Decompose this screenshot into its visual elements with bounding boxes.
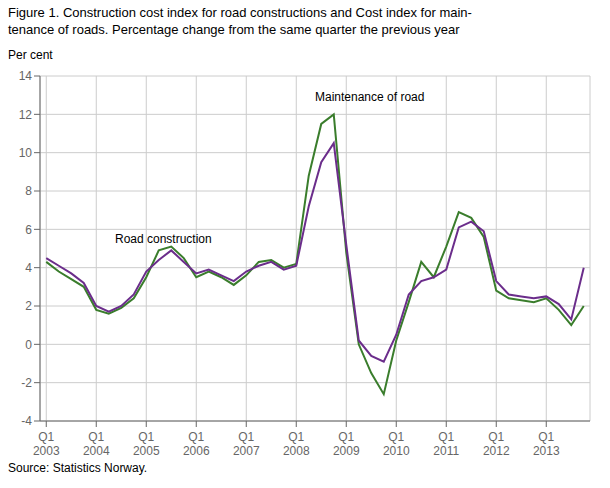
svg-text:Q12004: Q12004 [83,430,110,458]
svg-text:4: 4 [25,261,32,275]
svg-text:Maintenance of road: Maintenance of road [315,90,424,104]
svg-text:0: 0 [25,338,32,352]
svg-text:12: 12 [19,108,33,122]
svg-text:Q12013: Q12013 [533,430,560,458]
svg-text:14: 14 [19,69,33,83]
svg-text:Q12008: Q12008 [283,430,310,458]
svg-text:-4: -4 [21,414,32,428]
svg-text:-2: -2 [21,376,32,390]
svg-text:Q12012: Q12012 [483,430,510,458]
svg-text:2: 2 [25,299,32,313]
svg-text:10: 10 [19,146,33,160]
html-text:Source: Statistics Norway.: Source: Statistics Norway. [8,461,148,475]
svg-text:Q12010: Q12010 [383,430,410,458]
svg-text:8: 8 [25,184,32,198]
svg-text:6: 6 [25,223,32,237]
svg-text:Road construction: Road construction [115,232,212,246]
svg-text:Q12009: Q12009 [333,430,360,458]
html-text:Figure 1. Construction cost in: Figure 1. Construction cost index for ro… [8,5,472,20]
svg-text:Q12011: Q12011 [433,430,459,458]
svg-text:Q12006: Q12006 [183,430,210,458]
svg-text:Q12003: Q12003 [33,430,60,458]
html-text:tenance of roads. Percentage c: tenance of roads. Percentage change from… [8,22,460,37]
svg-text:Q12005: Q12005 [133,430,160,458]
svg-text:Q12007: Q12007 [233,430,260,458]
html-text:Per cent: Per cent [8,48,53,62]
